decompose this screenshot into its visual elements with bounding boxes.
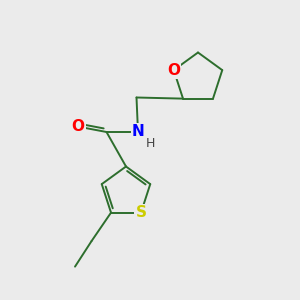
Text: O: O [167,63,180,78]
Text: O: O [71,119,85,134]
Text: S: S [136,205,146,220]
Text: N: N [132,124,144,140]
Text: H: H [146,137,155,150]
